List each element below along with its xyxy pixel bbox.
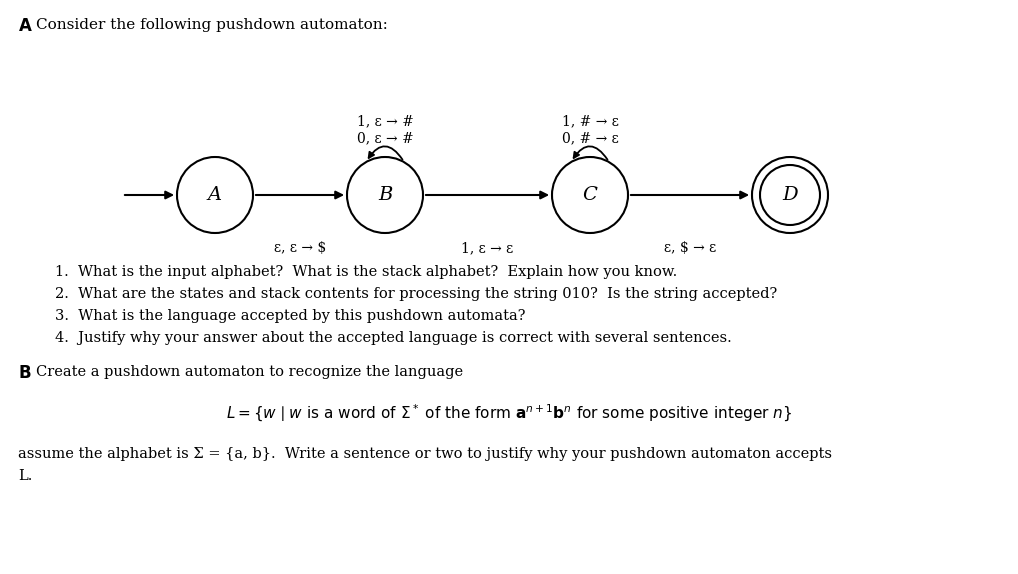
Text: 0, # → ε: 0, # → ε xyxy=(562,131,618,145)
Text: ε, $ → ε: ε, $ → ε xyxy=(664,241,716,255)
Text: $\mathbf{B}$: $\mathbf{B}$ xyxy=(18,365,32,382)
Text: A: A xyxy=(208,186,222,204)
Text: L.: L. xyxy=(18,469,33,483)
Text: assume the alphabet is Σ = {a, b}.  Write a sentence or two to justify why your : assume the alphabet is Σ = {a, b}. Write… xyxy=(18,447,832,461)
Circle shape xyxy=(347,157,423,233)
Text: 3.  What is the language accepted by this pushdown automata?: 3. What is the language accepted by this… xyxy=(55,309,525,323)
Text: 2.  What are the states and stack contents for processing the string 010?  Is th: 2. What are the states and stack content… xyxy=(55,287,778,301)
Text: 4.  Justify why your answer about the accepted language is correct with several : 4. Justify why your answer about the acc… xyxy=(55,331,732,345)
Text: 1, ε → #: 1, ε → # xyxy=(356,114,413,128)
Circle shape xyxy=(177,157,253,233)
Text: B: B xyxy=(378,186,392,204)
Text: 1.  What is the input alphabet?  What is the stack alphabet?  Explain how you kn: 1. What is the input alphabet? What is t… xyxy=(55,265,677,279)
Text: $\mathbf{A}$: $\mathbf{A}$ xyxy=(18,18,33,35)
Text: ε, ε → $: ε, ε → $ xyxy=(274,241,326,255)
Text: 0, ε → #: 0, ε → # xyxy=(356,131,413,145)
Text: 1, # → ε: 1, # → ε xyxy=(562,114,619,128)
Text: Create a pushdown automaton to recognize the language: Create a pushdown automaton to recognize… xyxy=(36,365,463,379)
Text: 1, ε → ε: 1, ε → ε xyxy=(461,241,514,255)
Text: C: C xyxy=(582,186,598,204)
Circle shape xyxy=(752,157,828,233)
Text: D: D xyxy=(782,186,798,204)
Circle shape xyxy=(552,157,628,233)
Text: Consider the following pushdown automaton:: Consider the following pushdown automato… xyxy=(36,18,388,32)
Text: $L = \{w \mid w\ \mathrm{is\ a\ word\ of}\ \Sigma^*\ \mathrm{of\ the\ form}\ \ma: $L = \{w \mid w\ \mathrm{is\ a\ word\ of… xyxy=(226,403,792,424)
